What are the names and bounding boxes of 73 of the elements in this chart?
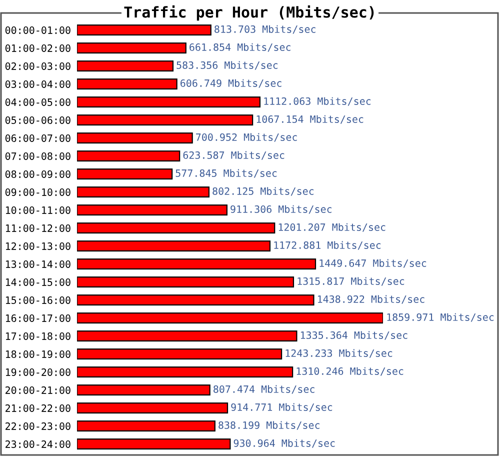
y-tick-label: 15:00-16:00 — [6, 296, 70, 304]
y-tick-label: 21:00-22:00 — [6, 404, 70, 412]
chart-title: Traffic per Hour (Mbits/sec) — [124, 5, 374, 21]
bar — [77, 276, 294, 288]
bar — [77, 132, 193, 144]
data-label: 1201.207 Mbits/sec — [278, 223, 386, 232]
data-label: 1315.817 Mbits/sec — [298, 277, 404, 286]
y-tick-label: 06:00-07:00 — [5, 134, 70, 142]
bar — [77, 384, 210, 396]
data-label: 1243.233 Mbits/sec — [286, 349, 392, 358]
y-tick-label: 10:00-11:00 — [6, 206, 70, 214]
data-label: 1335.364 Mbits/sec — [300, 331, 408, 340]
data-label: 623.587 Mbits/sec — [183, 151, 284, 160]
bar — [77, 312, 383, 324]
y-tick-label: 12:00-13:00 — [6, 242, 70, 250]
bar — [77, 24, 212, 36]
data-label: 802.125 Mbits/sec — [212, 187, 314, 196]
data-label: 577.845 Mbits/sec — [176, 169, 277, 178]
bar — [77, 60, 174, 72]
bar — [77, 258, 316, 270]
data-label: 911.306 Mbits/sec — [230, 205, 332, 214]
y-tick-label: 17:00-18:00 — [6, 332, 70, 340]
bar — [77, 366, 294, 378]
data-label: 1310.246 Mbits/sec — [296, 367, 404, 376]
data-label: 1112.063 Mbits/sec — [264, 97, 371, 106]
y-tick-label: 00:00-01:00 — [5, 26, 70, 34]
y-tick-label: 05:00-06:00 — [5, 116, 70, 124]
bar — [77, 150, 180, 162]
y-tick-label: 18:00-19:00 — [6, 350, 70, 358]
y-tick-label: 14:00-15:00 — [6, 278, 70, 286]
data-label: 700.952 Mbits/sec — [196, 133, 297, 142]
data-label: 838.199 Mbits/sec — [218, 421, 320, 430]
bar — [77, 186, 210, 198]
data-label: 661.854 Mbits/sec — [190, 43, 290, 52]
data-label: 1172.881 Mbits/sec — [274, 241, 381, 250]
bar — [77, 294, 314, 306]
y-tick-label: 22:00-23:00 — [6, 422, 70, 430]
data-label: 807.474 Mbits/sec — [214, 385, 314, 394]
y-tick-label: 20:00-21:00 — [6, 386, 70, 394]
data-label: 606.749 Mbits/sec — [180, 79, 282, 88]
bar — [77, 96, 261, 108]
data-label: 930.964 Mbits/sec — [234, 439, 335, 448]
data-label: 583.356 Mbits/sec — [176, 61, 278, 70]
bar — [77, 78, 178, 90]
y-tick-label: 02:00-03:00 — [5, 62, 70, 70]
y-tick-label: 07:00-08:00 — [5, 152, 70, 160]
y-tick-label: 11:00-12:00 — [6, 224, 70, 232]
y-tick-label: 04:00-05:00 — [5, 98, 70, 106]
y-tick-label: 16:00-17:00 — [6, 314, 70, 322]
y-tick-label: 19:00-20:00 — [6, 368, 70, 376]
data-label: 813.703 Mbits/sec — [214, 25, 316, 34]
data-label: 914.771 Mbits/sec — [231, 403, 332, 412]
data-label: 1067.154 Mbits/sec — [256, 115, 364, 124]
bar — [77, 240, 271, 252]
bar — [77, 222, 276, 234]
y-tick-label: 09:00-10:00 — [5, 188, 70, 196]
y-tick-label: 03:00-04:00 — [5, 80, 70, 88]
data-label: 1449.647 Mbits/sec — [320, 259, 426, 268]
bar — [77, 402, 228, 414]
bar — [77, 42, 186, 54]
bar — [77, 348, 282, 360]
y-tick-label: 01:00-02:00 — [5, 44, 70, 52]
data-label: 1438.922 Mbits/sec — [318, 295, 424, 304]
bar — [77, 168, 173, 180]
bar — [77, 114, 254, 126]
bar — [77, 330, 298, 342]
data-label: 1859.971 Mbits/sec — [387, 313, 494, 322]
y-tick-label: 13:00-14:00 — [6, 260, 70, 268]
y-tick-label: 23:00-24:00 — [6, 440, 70, 448]
bar — [77, 438, 231, 450]
bar — [77, 420, 216, 432]
bar — [77, 204, 228, 216]
y-tick-label: 08:00-09:00 — [5, 170, 70, 178]
